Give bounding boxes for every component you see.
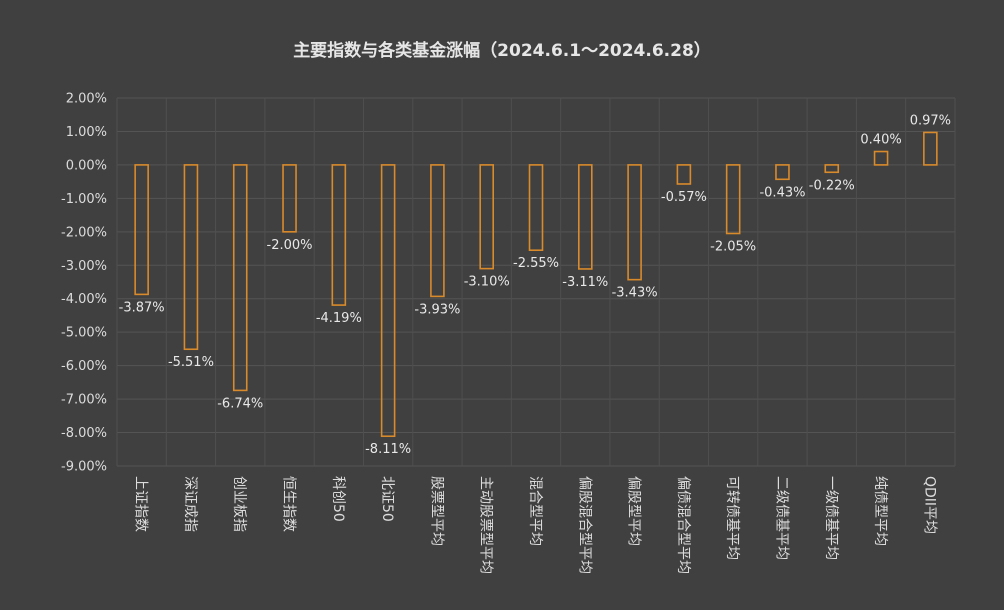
data-label: -8.11% xyxy=(365,442,411,457)
data-label: -2.55% xyxy=(513,256,559,271)
y-tick-label: -1.00% xyxy=(61,192,107,207)
y-tick-label: 0.00% xyxy=(66,158,107,173)
category-label: 一级债基平均 xyxy=(823,476,840,560)
data-label: 0.40% xyxy=(860,133,901,148)
data-label: -5.51% xyxy=(168,355,214,370)
category-label: 北证50 xyxy=(379,476,395,522)
category-label: 偏债混合型平均 xyxy=(675,476,691,574)
bar xyxy=(232,164,248,392)
y-tick-label: -5.00% xyxy=(61,326,107,341)
category-label: 上证指数 xyxy=(133,476,149,532)
category-label: 创业板指 xyxy=(231,476,247,532)
bar xyxy=(627,164,642,281)
bar xyxy=(725,164,741,235)
category-label: 股票型平均 xyxy=(428,476,444,546)
bar xyxy=(528,164,544,252)
y-tick-label: -4.00% xyxy=(61,292,107,307)
y-tick-label: -6.00% xyxy=(61,359,107,374)
data-label: 0.97% xyxy=(910,113,951,128)
category-label: 科创50 xyxy=(330,476,346,522)
y-tick-label: -7.00% xyxy=(61,393,107,408)
bar xyxy=(430,164,445,298)
bar xyxy=(676,164,692,185)
data-label: -3.93% xyxy=(414,302,460,317)
category-label: 偏股型平均 xyxy=(626,476,642,546)
data-label: -0.22% xyxy=(809,178,855,193)
data-label: -2.05% xyxy=(710,239,756,254)
category-label: 可转债基平均 xyxy=(724,476,741,560)
chart-title: 主要指数与各类基金涨幅（2024.6.1～2024.6.28） xyxy=(293,41,711,61)
bar xyxy=(331,164,347,306)
category-label: 二级债基平均 xyxy=(773,476,790,560)
data-label: -6.74% xyxy=(217,396,263,411)
data-label: -3.43% xyxy=(612,286,658,301)
data-label: -3.11% xyxy=(562,275,608,290)
category-label: 偏股混合型平均 xyxy=(576,476,592,574)
y-tick-label: -8.00% xyxy=(61,426,107,441)
data-label: -0.43% xyxy=(759,185,805,200)
y-tick-label: -2.00% xyxy=(61,225,107,240)
category-label: 纯债型平均 xyxy=(872,476,888,546)
bar xyxy=(873,150,889,166)
category-label: 混合型平均 xyxy=(527,476,543,546)
category-label: 深证成指 xyxy=(182,476,198,532)
bar xyxy=(824,164,840,174)
data-label: -2.00% xyxy=(267,238,313,253)
bar xyxy=(134,164,149,296)
bar xyxy=(479,164,495,270)
y-tick-label: -3.00% xyxy=(61,259,107,274)
data-label: -0.57% xyxy=(661,190,707,205)
bar xyxy=(183,164,199,351)
category-label: QDII平均 xyxy=(921,476,937,534)
bar xyxy=(775,164,790,181)
data-label: -3.87% xyxy=(119,300,165,315)
bar xyxy=(577,164,593,270)
bar xyxy=(282,164,297,233)
y-tick-label: -9.00% xyxy=(61,460,107,475)
category-label: 恒生指数 xyxy=(281,476,297,532)
y-tick-label: 1.00% xyxy=(66,125,107,140)
category-label: 主动股票型平均 xyxy=(478,476,494,574)
data-label: -4.19% xyxy=(316,311,362,326)
bar xyxy=(923,131,938,166)
data-label: -3.10% xyxy=(464,275,510,290)
y-tick-label: 2.00% xyxy=(66,92,107,107)
bar xyxy=(380,164,396,438)
